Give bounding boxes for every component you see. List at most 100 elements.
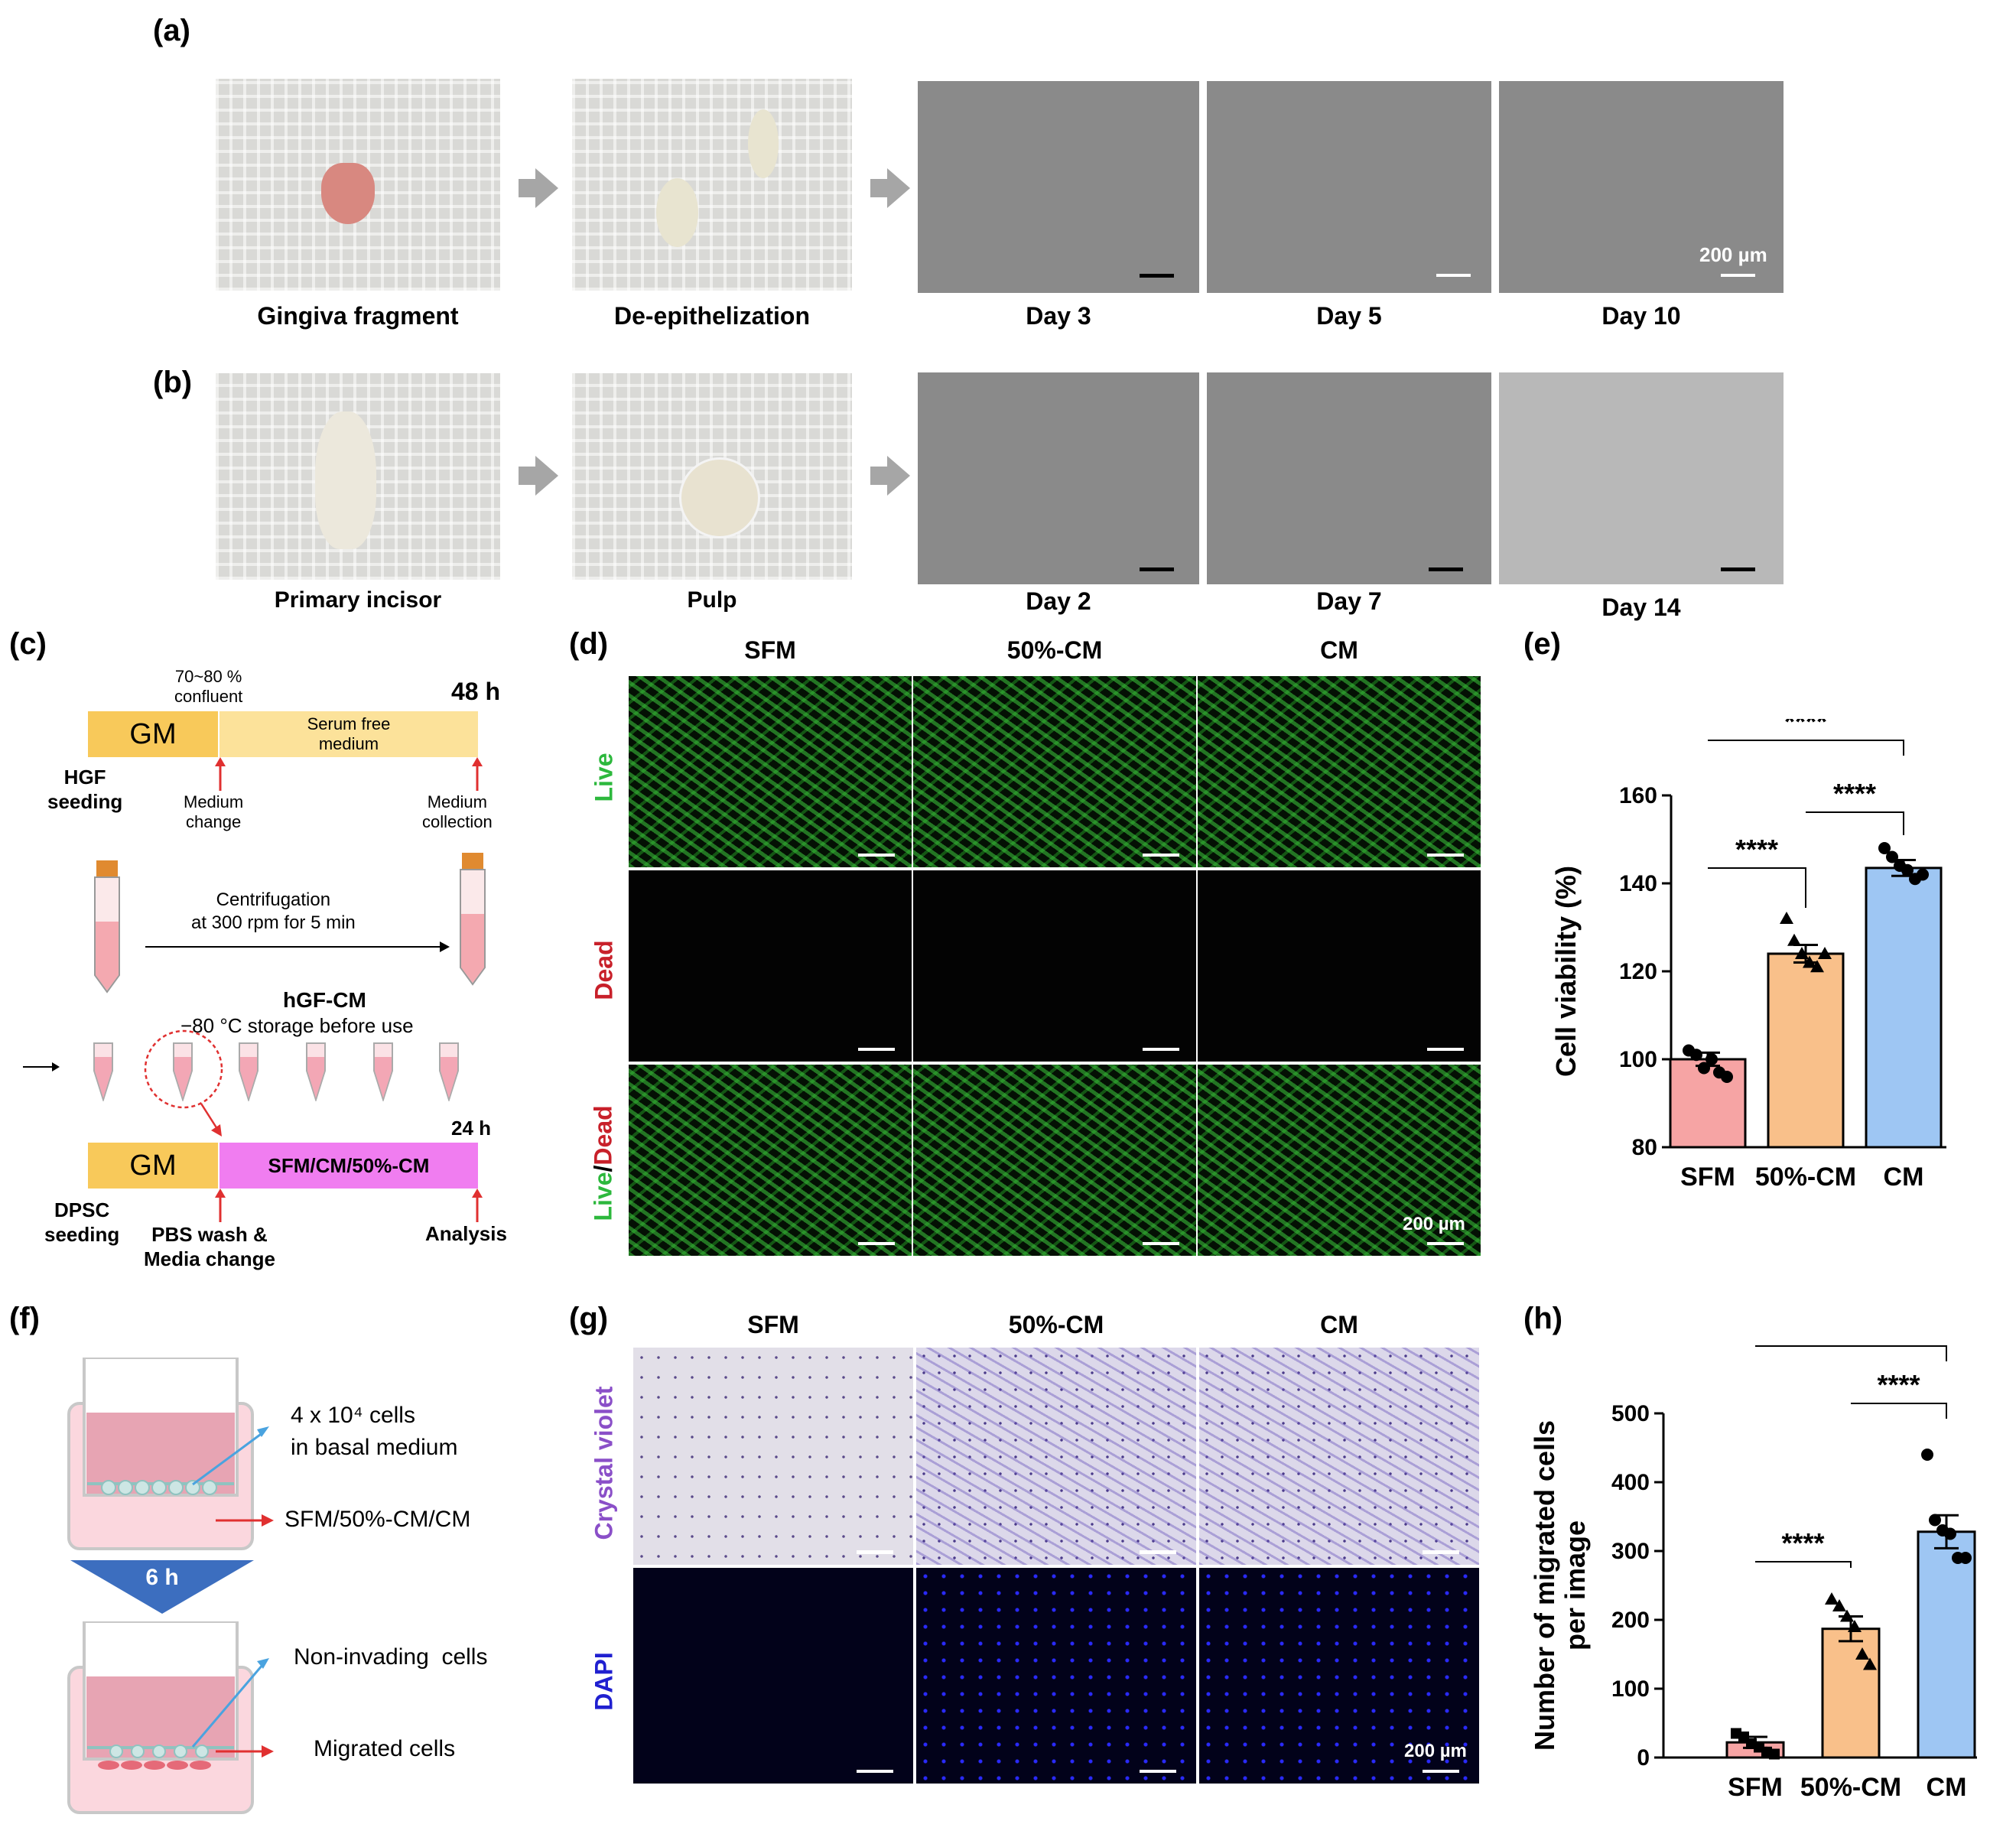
arrow-icon bbox=[216, 1745, 274, 1758]
data-point bbox=[1825, 1592, 1839, 1605]
scale-label: 200 µm bbox=[1403, 1214, 1465, 1234]
gingiva-tissue bbox=[321, 163, 375, 224]
data-point bbox=[1803, 955, 1816, 968]
scale-bar bbox=[1423, 1770, 1459, 1773]
caption-a-1: De-epithelization bbox=[613, 302, 810, 330]
arrow-icon bbox=[870, 168, 910, 208]
y-tick-label: 160 bbox=[1619, 783, 1657, 808]
medium-change-label: Medium change bbox=[184, 792, 244, 831]
col-header-d-1: 50%-CM bbox=[1006, 636, 1103, 664]
row-label-live: Live bbox=[590, 753, 618, 802]
dpsc-seeding-label: DPSC seeding bbox=[44, 1198, 120, 1246]
de-epithelization-photo bbox=[572, 79, 852, 291]
caption-b-1: Pulp bbox=[687, 587, 737, 613]
row-label-dapi: DAPI bbox=[590, 1652, 618, 1711]
scale-bar bbox=[1143, 854, 1179, 857]
micrograph-day10: 200 µm bbox=[1499, 81, 1784, 293]
data-point bbox=[1690, 1049, 1702, 1062]
arrow-icon bbox=[472, 1189, 483, 1222]
caption-a-3: Day 5 bbox=[1316, 302, 1382, 330]
eppendorf-tube-icon bbox=[306, 1042, 326, 1101]
caption-b-4: Day 14 bbox=[1601, 593, 1681, 621]
scale-bar bbox=[858, 1242, 895, 1245]
panel-label-d: (d) bbox=[569, 627, 609, 661]
cell-viability-chart: 80 100 120 140 160 Cell viability (%) SFM 50%-C… bbox=[1550, 719, 1946, 1192]
live-cm-image bbox=[1198, 676, 1481, 867]
data-point bbox=[1769, 1748, 1780, 1760]
crystal-violet-50cm-image bbox=[916, 1348, 1196, 1565]
caption-a-0: Gingiva fragment bbox=[257, 302, 459, 330]
hgf-seeding-label: HGF seeding bbox=[47, 766, 123, 813]
centrifugation-label: Centrifugation at 300 rpm for 5 min bbox=[191, 889, 356, 933]
data-point bbox=[1780, 912, 1793, 924]
scale-label: 200 µm bbox=[1404, 1741, 1467, 1761]
col-header-d-0: SFM bbox=[744, 636, 796, 664]
scale-bar bbox=[857, 1550, 893, 1554]
col-header-g-1: 50%-CM bbox=[1008, 1311, 1104, 1338]
micrograph-day2 bbox=[918, 372, 1199, 584]
significance-label: **** bbox=[1735, 834, 1778, 865]
micrograph-day3 bbox=[918, 81, 1199, 293]
data-point bbox=[1863, 1657, 1877, 1670]
gm-label-2: GM bbox=[129, 1149, 177, 1182]
dapi-sfm-image bbox=[633, 1568, 913, 1784]
sfm-box-label: Serum free medium bbox=[307, 714, 391, 753]
tube-row bbox=[92, 1040, 474, 1117]
scale-bar bbox=[1140, 567, 1174, 571]
pulp-droplet bbox=[679, 457, 760, 538]
confluent-label: 70~80 % confluent bbox=[174, 667, 243, 706]
row-label-crystal-violet: Crystal violet bbox=[590, 1386, 618, 1540]
treatment-label: SFM/CM/50%-CM bbox=[268, 1153, 430, 1177]
gm-box: GM bbox=[88, 711, 218, 757]
scale-bar bbox=[857, 1770, 893, 1773]
y-axis-title: per image bbox=[1559, 1520, 1591, 1650]
eppendorf-tube-icon bbox=[173, 1042, 193, 1101]
crystal-violet-cm-image bbox=[1199, 1348, 1479, 1565]
falcon-tube-icon bbox=[460, 853, 486, 986]
eppendorf-tube-icon bbox=[439, 1042, 459, 1101]
arrow-icon bbox=[216, 1514, 274, 1527]
significance-bracket bbox=[1755, 1561, 1852, 1568]
gingiva-photo bbox=[216, 79, 500, 291]
caption-b-2: Day 2 bbox=[1026, 587, 1091, 615]
down-arrow-icon: 6 h bbox=[70, 1560, 254, 1614]
bottom-medium-label: SFM/50%-CM/CM bbox=[285, 1507, 471, 1532]
transwell-diagram-bottom bbox=[67, 1621, 254, 1814]
selection-circle-icon bbox=[144, 1029, 223, 1136]
bar bbox=[1917, 1530, 1976, 1759]
y-tick-label: 80 bbox=[1632, 1135, 1657, 1160]
caption-a-4: Day 10 bbox=[1601, 302, 1681, 330]
significance-bracket bbox=[1708, 740, 1904, 756]
livedead-cm-image: 200 µm bbox=[1198, 1065, 1481, 1256]
pbs-wash-label: PBS wash & Media change bbox=[144, 1223, 275, 1270]
x-tick-label: 50%-CM bbox=[1755, 1163, 1856, 1192]
bar bbox=[1821, 1628, 1881, 1759]
tissue-piece bbox=[748, 109, 779, 178]
panel-label-b: (b) bbox=[153, 366, 193, 399]
y-tick-label: 500 bbox=[1611, 1401, 1650, 1426]
gm-label: GM bbox=[129, 717, 177, 750]
y-axis-title: Cell viability (%) bbox=[1550, 866, 1582, 1077]
migrated-label: Migrated cells bbox=[314, 1736, 456, 1761]
incisor-tooth bbox=[315, 411, 376, 549]
x-tick-label: 50%-CM bbox=[1800, 1773, 1901, 1802]
crystal-violet-sfm-image bbox=[633, 1348, 913, 1565]
dapi-50cm-image bbox=[916, 1568, 1196, 1784]
caption-b-3: Day 7 bbox=[1316, 587, 1382, 615]
data-point bbox=[1855, 1647, 1869, 1660]
arrow-icon bbox=[192, 1426, 269, 1486]
data-point bbox=[1901, 863, 1914, 876]
sfm-box: Serum free medium bbox=[219, 711, 478, 757]
panel-label-e: (e) bbox=[1523, 627, 1561, 661]
dead-50cm-image bbox=[913, 870, 1196, 1062]
col-header-g-2: CM bbox=[1320, 1311, 1358, 1338]
panel-label-g: (g) bbox=[569, 1302, 609, 1335]
treatment-box: SFM/CM/50%-CM bbox=[219, 1143, 478, 1189]
scale-bar bbox=[1436, 274, 1471, 277]
panel-label-c: (c) bbox=[9, 627, 47, 661]
data-point bbox=[1787, 933, 1801, 946]
scale-bar bbox=[1427, 854, 1464, 857]
caption-b-0: Primary incisor bbox=[274, 587, 442, 613]
scale-bar bbox=[1140, 1550, 1176, 1554]
arrow-icon bbox=[191, 1658, 269, 1748]
